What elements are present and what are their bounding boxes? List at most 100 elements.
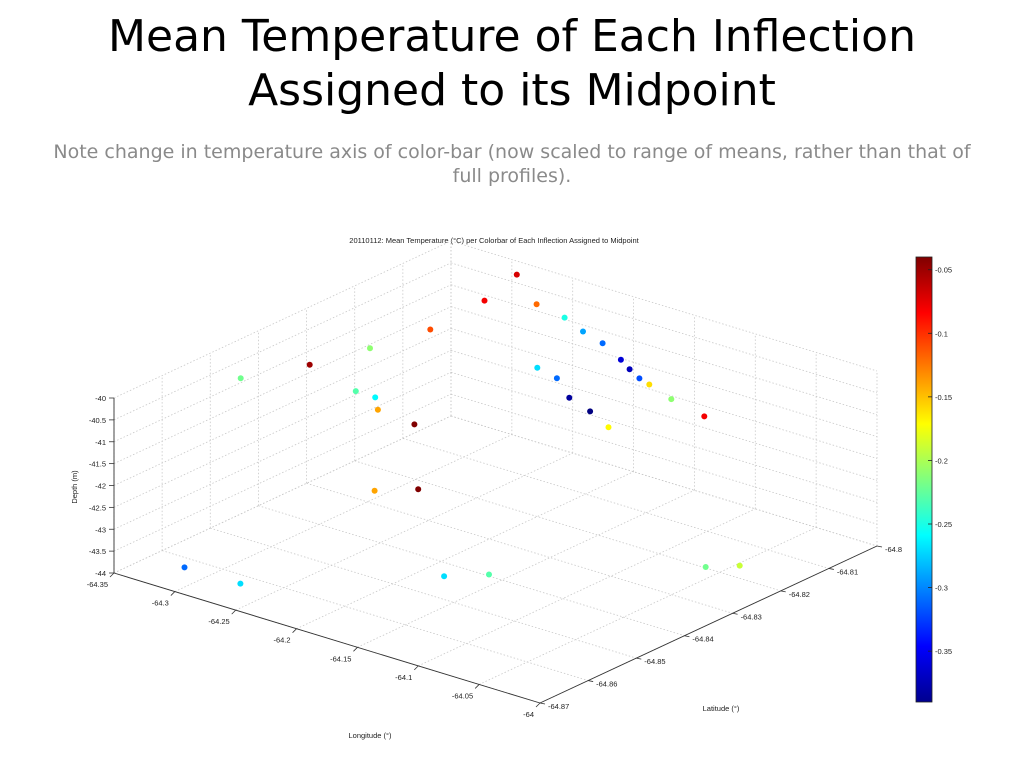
data-point — [486, 571, 492, 578]
y-tick-label: -64.82 — [789, 590, 810, 599]
floor-grid-line — [296, 471, 634, 630]
slide-subtitle: Note change in temperature axis of color… — [53, 141, 971, 187]
left-wall-grid-line — [113, 393, 452, 552]
data-point — [617, 356, 624, 363]
y-tick-label: -64.83 — [741, 612, 762, 621]
data-point — [372, 394, 379, 401]
x-tick-mark — [170, 591, 176, 596]
floor-grid-line — [258, 505, 685, 637]
left-wall-grid-line — [113, 371, 452, 530]
floor-grid-line — [357, 489, 695, 648]
y-tick-mark — [636, 657, 642, 660]
slide-title-line2: Assigned to its Midpoint — [248, 65, 776, 116]
back-wall-grid-line — [450, 371, 878, 503]
colorbar-tick-label: -0.15 — [935, 393, 952, 402]
data-point — [427, 326, 434, 333]
y-tick-label: -64.87 — [548, 702, 569, 711]
x-tick-mark — [414, 665, 419, 671]
z-axis-label: Depth (m) — [70, 470, 79, 504]
colorbar-tick-label: -0.1 — [935, 329, 948, 338]
data-point — [441, 573, 448, 580]
back-wall-grid-line — [450, 393, 878, 525]
y-tick-label: -64.8 — [885, 545, 902, 554]
x-tick-label: -64.2 — [273, 636, 290, 645]
axis-layer: -64.35 -64.3 -64.25 -64.2 -64.15 -64.1 -64.05 -… — [87, 394, 902, 719]
back-wall-grid-line — [450, 262, 878, 394]
data-point — [367, 345, 373, 352]
z-tick-label: -40.5 — [89, 416, 106, 425]
colorbar-ticks: -0.05 -0.1 -0.15 -0.2 -0.25 -0.3 -0.35 — [928, 266, 952, 656]
x-tick-label: -64.1 — [395, 673, 412, 682]
floor-grid-line — [174, 434, 513, 592]
data-point — [181, 564, 188, 571]
point-layer — [181, 271, 743, 587]
left-wall-grid-line — [113, 415, 452, 574]
back-wall-grid-line — [450, 240, 878, 372]
data-point — [237, 580, 244, 587]
colorbar-tick-label: -0.2 — [935, 456, 948, 465]
y-tick-mark — [732, 612, 738, 615]
data-point — [587, 408, 594, 415]
left-wall-grid-line — [113, 306, 452, 464]
z-tick-label: -41 — [95, 438, 106, 447]
x-tick-label: -64.3 — [152, 599, 169, 608]
left-wall-grid-line — [113, 350, 452, 508]
x-tick-mark — [474, 684, 480, 689]
slide-title: Mean Temperature of Each Inflection Assi… — [0, 10, 1024, 118]
y-tick-label: -64.85 — [644, 657, 665, 666]
left-wall-grid-line — [113, 262, 452, 421]
colorbar-tick-label: -0.35 — [935, 647, 952, 656]
slide-title-line1: Mean Temperature of Each Inflection — [108, 11, 916, 62]
back-wall-grid-line — [450, 306, 878, 438]
y-axis-label: Latitude (°) — [703, 704, 740, 713]
y-tick-mark — [588, 680, 594, 682]
data-point — [599, 340, 606, 347]
data-point — [513, 271, 520, 278]
left-wall-grid-line — [113, 284, 452, 443]
data-point — [636, 375, 643, 382]
data-point — [533, 301, 540, 308]
data-point — [646, 381, 653, 388]
data-point — [702, 564, 709, 570]
colorbar-tick-label: -0.05 — [935, 266, 952, 275]
z-tick-label: -40 — [95, 394, 106, 403]
y-tick-label: -64.81 — [837, 567, 858, 576]
data-point — [481, 297, 488, 304]
floor-grid-line — [418, 508, 756, 667]
y-tick-label: -64.86 — [596, 680, 617, 689]
z-tick-label: -42.5 — [89, 503, 106, 512]
x-axis-line — [113, 572, 541, 704]
z-tick-label: -41.5 — [89, 460, 106, 469]
y-tick-label: -64.84 — [692, 635, 713, 644]
data-point — [411, 421, 418, 428]
x-tick-label: -64.15 — [330, 654, 351, 663]
x-tick-mark — [353, 647, 358, 652]
chart-title: 20110112: Mean Temperature (°C) per Colo… — [349, 236, 639, 245]
data-point — [626, 366, 633, 373]
y-tick-mark — [780, 590, 786, 593]
floor-grid-line — [235, 452, 573, 611]
x-tick-label: -64.05 — [452, 691, 473, 700]
y-axis-line — [539, 545, 878, 704]
grid-layer — [113, 240, 878, 704]
floor-grid-line — [162, 550, 589, 681]
z-tick-label: -42 — [95, 482, 106, 491]
data-point — [668, 396, 675, 403]
x-tick-mark — [109, 572, 115, 578]
floor-grid-line — [354, 460, 781, 592]
floor-grid-line — [478, 527, 817, 685]
floor-grid-line — [306, 482, 733, 614]
x-tick-label: -64 — [523, 710, 534, 719]
colorbar-tick-label: -0.3 — [935, 584, 948, 593]
y-tick-mark — [539, 702, 546, 705]
x-tick-mark — [535, 702, 541, 708]
x-tick-mark — [292, 628, 297, 633]
data-point — [580, 328, 586, 335]
z-tick-label: -43.5 — [89, 547, 106, 556]
data-point — [415, 486, 422, 493]
back-wall-grid-line — [450, 349, 878, 481]
floor-grid-line — [402, 438, 829, 569]
y-tick-mark — [684, 635, 690, 638]
data-point — [374, 406, 381, 413]
x-tick-mark — [231, 609, 236, 615]
